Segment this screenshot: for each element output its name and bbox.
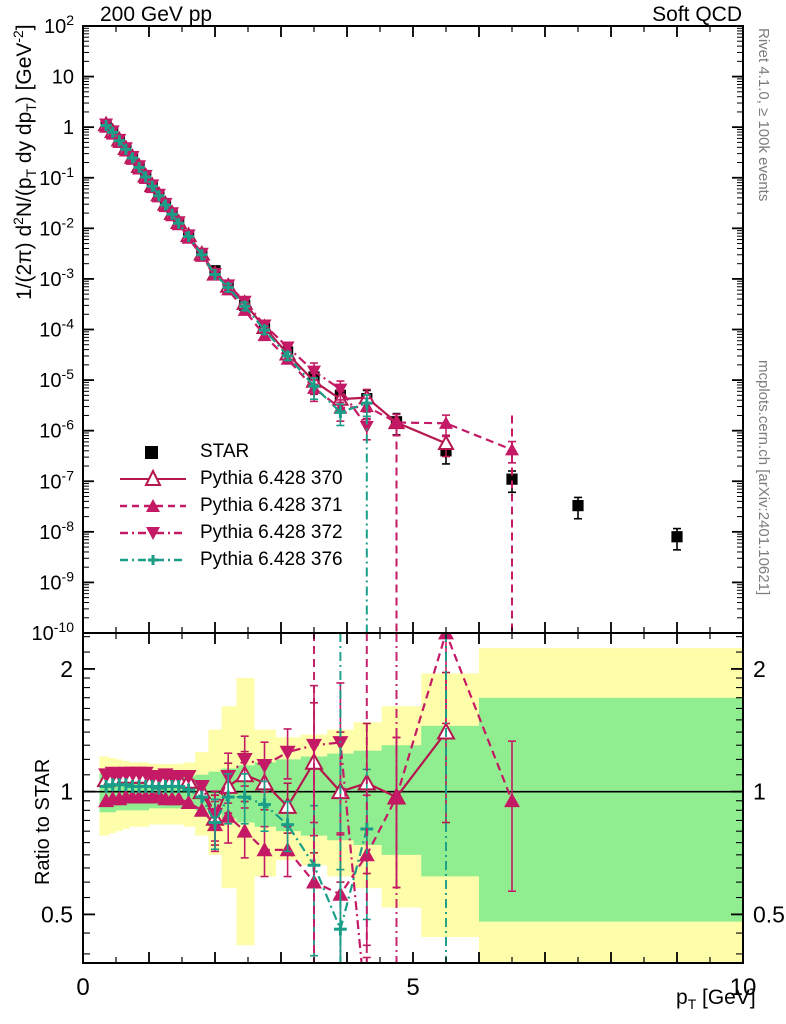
- main-ytick-label: 10-9: [39, 568, 74, 594]
- legend: STAR Pythia 6.428 370 Pythia 6.428 371 P…: [118, 438, 343, 573]
- legend-swatch-pythia-372: [120, 526, 186, 540]
- legend-item-star[interactable]: STAR: [118, 438, 343, 465]
- main-ytick-label: 10-2: [39, 214, 74, 240]
- main-ytick-label: 10-6: [39, 417, 74, 443]
- legend-label-pythia-376: Pythia 6.428 376: [200, 548, 343, 570]
- legend-swatch-star: [145, 445, 158, 459]
- legend-item-pythia-376[interactable]: Pythia 6.428 376: [118, 546, 343, 573]
- main-ytick-label: 10-1: [39, 164, 74, 190]
- main-ytick-label: 10-4: [39, 316, 74, 342]
- main-ytick-label: 102: [44, 12, 74, 38]
- main-ytick-label: 10-10: [32, 619, 75, 645]
- main-panel-bg: [83, 26, 743, 633]
- legend-item-pythia-372[interactable]: Pythia 6.428 372: [118, 519, 343, 546]
- legend-swatch-pythia-370: [120, 468, 186, 486]
- legend-label-pythia-372: Pythia 6.428 372: [200, 521, 343, 543]
- header-right-label: Soft QCD: [652, 3, 742, 26]
- main-ytick-label: 10: [52, 67, 74, 89]
- legend-swatch-pythia-371: [120, 498, 186, 512]
- ratio-ytick-label-right: 2: [753, 656, 766, 682]
- main-ytick-label: 10-7: [39, 467, 74, 493]
- ratio-ytick-label-left: 0.5: [41, 901, 73, 927]
- ratio-data-series: [96, 633, 520, 963]
- main-ytick-label: 10-3: [39, 265, 74, 291]
- ratio-uncertainty-bands: [99, 648, 743, 963]
- band-inner: [99, 697, 743, 922]
- main-data-series: [97, 115, 683, 633]
- x-axis-label: pT [GeV]: [676, 986, 756, 1013]
- main-ytick-label: 10-8: [39, 518, 74, 544]
- legend-label-star: STAR: [200, 440, 250, 462]
- main-axis-ticks: [82, 25, 744, 634]
- ratio-panel-frame: [82, 632, 744, 964]
- ratio-ytick-label-left: 1: [60, 779, 73, 805]
- axis-tick-labels: 10210110-110-210-310-410-510-610-710-810…: [32, 12, 785, 1001]
- legend-swatch-pythia-376: [120, 554, 186, 565]
- main-ytick-label: 10-5: [39, 366, 74, 392]
- header-left-label: 200 GeV pp: [100, 3, 213, 26]
- main-ytick-label: 1: [63, 117, 74, 139]
- legend-item-pythia-371[interactable]: Pythia 6.428 371: [118, 492, 343, 519]
- legend-item-pythia-370[interactable]: Pythia 6.428 370: [118, 465, 343, 492]
- ratio-ytick-label-right: 1: [753, 779, 766, 805]
- x-tick-label: 10: [730, 974, 757, 1001]
- x-tick-label: 5: [406, 974, 419, 1001]
- legend-label-pythia-371: Pythia 6.428 371: [200, 494, 343, 516]
- x-tick-label: 0: [76, 974, 89, 1001]
- legend-label-pythia-370: Pythia 6.428 370: [200, 467, 343, 489]
- ratio-ytick-label-right: 0.5: [753, 901, 785, 927]
- ratio-ytick-label-left: 2: [60, 656, 73, 682]
